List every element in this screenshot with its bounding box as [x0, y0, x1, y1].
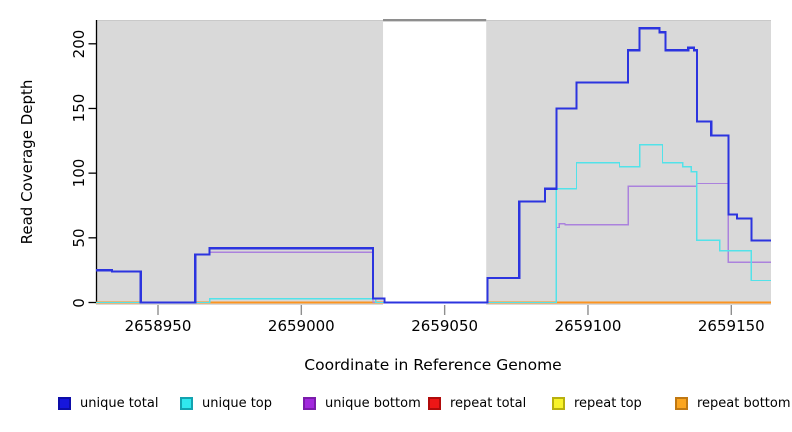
- plot-canvas: [88, 19, 771, 315]
- legend-swatch-icon: [58, 397, 71, 410]
- x-tick-label: 2659150: [697, 317, 765, 335]
- y-tick-label: 0: [70, 297, 88, 308]
- data-series-layer: [96, 27, 771, 304]
- legend-swatch-icon: [675, 397, 688, 410]
- legend-label: unique total: [80, 396, 159, 411]
- legend-label: repeat top: [574, 396, 642, 411]
- plot-background-layer: [96, 19, 771, 305]
- legend: unique total unique top unique bottom repea…: [0, 396, 792, 416]
- legend-label: unique bottom: [325, 396, 421, 411]
- legend-item-unique-bottom: unique bottom: [303, 396, 421, 411]
- x-tick-label: 2659100: [554, 317, 622, 335]
- series-unique-total: [96, 27, 771, 304]
- y-tick-label: 50: [70, 228, 88, 248]
- legend-swatch-icon: [303, 397, 316, 410]
- y-tick-label: 150: [70, 94, 88, 123]
- y-tick-label: 100: [70, 158, 88, 188]
- legend-item-repeat-total: repeat total: [428, 396, 526, 411]
- legend-item-repeat-bottom: repeat bottom: [675, 396, 791, 411]
- x-axis-title: Coordinate in Reference Genome: [304, 356, 562, 374]
- axis-ticks-layer: [88, 20, 732, 315]
- legend-label: repeat bottom: [697, 396, 791, 411]
- legend-swatch-icon: [428, 397, 441, 410]
- x-tick-label: 2659050: [411, 317, 479, 335]
- legend-swatch-icon: [180, 397, 193, 410]
- legend-swatch-icon: [552, 397, 565, 410]
- x-tick-label: 2658950: [124, 317, 192, 335]
- legend-item-unique-top: unique top: [180, 396, 272, 411]
- y-axis-title: Read Coverage Depth: [18, 79, 36, 245]
- legend-item-unique-total: unique total: [58, 396, 158, 411]
- legend-label: unique top: [202, 396, 273, 411]
- legend-label: repeat total: [450, 396, 527, 411]
- x-tick-label: 2659000: [267, 317, 335, 335]
- legend-item-repeat-top: repeat top: [552, 396, 642, 411]
- y-tick-label: 200: [70, 29, 88, 59]
- gap-region-band: [383, 20, 487, 305]
